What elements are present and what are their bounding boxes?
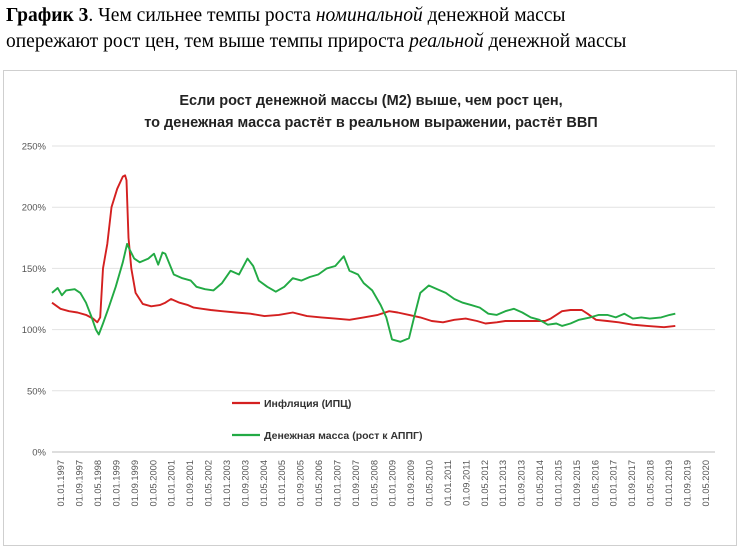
caption-text-1: . Чем сильнее темпы роста — [88, 5, 316, 26]
caption-text-2: денежной массы — [422, 5, 566, 26]
x-tick-label: 01.01.2019 — [664, 460, 674, 507]
x-tick-label: 01.09.2019 — [682, 460, 692, 507]
x-tick-label: 01.09.2001 — [185, 460, 195, 507]
x-tick-label: 01.05.2004 — [259, 460, 269, 507]
x-tick-label: 01.05.1998 — [93, 460, 103, 507]
x-tick-label: 01.05.2014 — [535, 460, 545, 507]
x-tick-label: 01.09.1999 — [130, 460, 140, 507]
x-tick-label: 01.09.1997 — [75, 460, 85, 507]
chart-title-line-1: Если рост денежной массы (М2) выше, чем … — [179, 93, 562, 109]
legend: Инфляция (ИПЦ) Денежная масса (рост к АПП… — [232, 398, 422, 442]
chart-title-line-2: то денежная масса растёт в реальном выра… — [144, 115, 597, 131]
caption-text-3: опережают рост цен, тем выше темпы приро… — [6, 31, 410, 52]
x-tick-label: 01.05.2002 — [204, 460, 214, 507]
y-tick-label: 50% — [27, 386, 47, 397]
x-tick-label: 01.01.2013 — [498, 460, 508, 507]
x-tick-label: 01.05.2016 — [590, 460, 600, 507]
figure-caption: График 3. Чем сильнее темпы роста номина… — [6, 3, 738, 55]
legend-label: Денежная масса (рост к АППГ) — [264, 430, 422, 442]
x-tick-label: 01.09.2017 — [627, 460, 637, 507]
x-tick-label: 01.01.1997 — [56, 460, 66, 507]
y-tick-label: 0% — [32, 448, 46, 459]
x-tick-label: 01.09.2015 — [572, 460, 582, 507]
x-tick-label: 01.09.2003 — [240, 460, 250, 507]
money-supply-series-line — [51, 242, 676, 343]
y-tick-label: 200% — [22, 203, 47, 214]
caption-label: График 3 — [6, 5, 89, 26]
legend-label: Инфляция (ИПЦ) — [264, 398, 351, 410]
x-tick-label: 01.01.2005 — [277, 460, 287, 507]
chart-frame: Если рост денежной массы (М2) выше, чем … — [3, 70, 737, 546]
x-tick-label: 01.09.2005 — [296, 460, 306, 507]
x-tick-label: 01.05.2000 — [148, 460, 158, 507]
x-tick-label: 01.05.2012 — [480, 460, 490, 507]
x-tick-label: 01.01.1999 — [111, 460, 121, 507]
x-tick-label: 01.09.2011 — [461, 460, 471, 506]
x-tick-label: 01.01.2017 — [609, 460, 619, 507]
y-tick-label: 150% — [22, 264, 47, 275]
x-tick-label: 01.05.2006 — [314, 460, 324, 507]
x-tick-label: 01.01.2007 — [332, 460, 342, 507]
x-tick-label: 01.01.2009 — [388, 460, 398, 507]
series-lines — [51, 174, 676, 343]
x-tick-label: 01.01.2011 — [443, 460, 453, 506]
x-tick-label: 01.09.2007 — [351, 460, 361, 507]
x-tick-label: 01.09.2013 — [517, 460, 527, 507]
x-tick-label: 01.05.2010 — [425, 460, 435, 507]
x-tick-label: 01.05.2008 — [369, 460, 379, 507]
x-tick-label: 01.09.2009 — [406, 460, 416, 507]
caption-italic-2: реальной — [409, 31, 484, 52]
line-chart: Если рост денежной массы (М2) выше, чем … — [22, 93, 715, 507]
caption-italic-1: номинальной — [315, 5, 423, 26]
grid-lines — [52, 145, 715, 453]
inflation-series-line — [51, 174, 676, 329]
y-tick-label: 250% — [22, 142, 47, 153]
x-tick-label: 01.01.2001 — [167, 460, 177, 507]
x-tick-label: 01.05.2018 — [646, 460, 656, 507]
y-axis-ticks: 0% 50% 100% 150% 200% 250% — [22, 142, 47, 459]
caption-text-4: денежной массы — [483, 31, 627, 52]
y-tick-label: 100% — [22, 325, 47, 336]
x-tick-label: 01.01.2003 — [222, 460, 232, 507]
x-axis-ticks: 01.01.1997 01.09.1997 01.05.1998 01.01.1999… — [56, 460, 711, 507]
x-tick-label: 01.01.2015 — [553, 460, 563, 507]
x-tick-label: 01.05.2020 — [701, 460, 711, 507]
